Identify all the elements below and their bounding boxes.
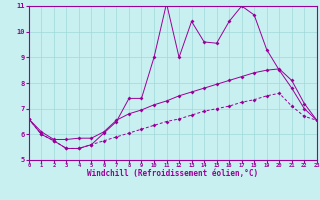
- X-axis label: Windchill (Refroidissement éolien,°C): Windchill (Refroidissement éolien,°C): [87, 169, 258, 178]
